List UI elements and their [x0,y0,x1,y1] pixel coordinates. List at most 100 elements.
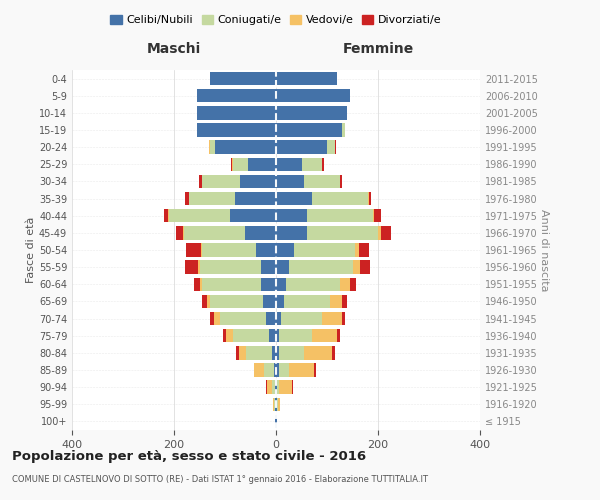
Bar [276,158,302,171]
Bar [256,244,276,256]
Bar [240,174,276,188]
Bar [272,380,275,394]
Bar [342,294,347,308]
Bar [233,329,269,342]
Bar [340,174,342,188]
Bar [169,209,230,222]
Bar [304,346,332,360]
Bar [200,278,202,291]
Bar [233,158,248,171]
Bar [278,346,304,360]
Y-axis label: Anni di nascita: Anni di nascita [539,209,549,291]
Bar [245,226,276,239]
Bar [307,226,378,239]
Bar [276,174,304,188]
Bar [276,226,307,239]
Bar [197,89,276,102]
Bar [273,398,274,411]
Bar [322,312,342,326]
Bar [302,158,322,171]
Bar [277,398,278,411]
Bar [314,364,316,376]
Text: Maschi: Maschi [147,42,201,56]
Bar [210,72,276,86]
Bar [276,294,284,308]
Bar [215,140,276,154]
Bar [210,140,215,154]
Bar [220,312,266,326]
Bar [340,278,350,291]
Bar [263,294,276,308]
Bar [190,192,235,205]
Bar [266,380,268,394]
Bar [276,312,281,326]
Bar [378,226,380,239]
Bar [223,329,226,342]
Bar [274,364,276,376]
Bar [279,380,292,394]
Bar [210,312,214,326]
Bar [355,244,359,256]
Bar [268,380,272,394]
Bar [276,244,294,256]
Text: Popolazione per età, sesso e stato civile - 2016: Popolazione per età, sesso e stato civil… [12,450,366,463]
Bar [260,260,276,274]
Bar [231,158,232,171]
Bar [247,346,272,360]
Bar [202,174,240,188]
Bar [284,294,329,308]
Bar [272,346,276,360]
Bar [312,192,368,205]
Bar [322,158,324,171]
Text: Femmine: Femmine [343,42,413,56]
Bar [260,278,276,291]
Text: COMUNE DI CASTELNOVO DI SOTTO (RE) - Dati ISTAT 1° gennaio 2016 - Elaborazione T: COMUNE DI CASTELNOVO DI SOTTO (RE) - Dat… [12,475,428,484]
Bar [164,209,168,222]
Bar [332,346,335,360]
Bar [276,72,337,86]
Bar [286,278,340,291]
Bar [202,244,256,256]
Bar [199,174,202,188]
Bar [168,209,169,222]
Bar [294,244,355,256]
Bar [277,380,279,394]
Bar [342,312,345,326]
Bar [207,294,210,308]
Bar [276,106,347,120]
Bar [373,209,374,222]
Bar [353,260,360,274]
Bar [209,140,210,154]
Bar [185,192,189,205]
Bar [239,346,247,360]
Bar [198,260,199,274]
Bar [289,260,353,274]
Bar [278,364,289,376]
Bar [278,329,312,342]
Bar [281,312,322,326]
Bar [289,364,314,376]
Bar [350,278,356,291]
Bar [276,192,312,205]
Bar [230,209,276,222]
Bar [201,244,202,256]
Bar [236,346,239,360]
Bar [359,244,370,256]
Bar [275,380,276,394]
Bar [304,174,340,188]
Bar [368,192,369,205]
Bar [276,364,278,376]
Bar [276,260,289,274]
Bar [194,278,200,291]
Bar [329,294,342,308]
Bar [276,346,278,360]
Bar [269,329,276,342]
Bar [210,294,263,308]
Bar [360,260,370,274]
Bar [197,124,276,136]
Legend: Celibi/Nubili, Coniugati/e, Vedovi/e, Divorziati/e: Celibi/Nubili, Coniugati/e, Vedovi/e, Di… [106,10,446,30]
Bar [254,364,264,376]
Bar [202,294,207,308]
Bar [199,260,260,274]
Bar [276,89,350,102]
